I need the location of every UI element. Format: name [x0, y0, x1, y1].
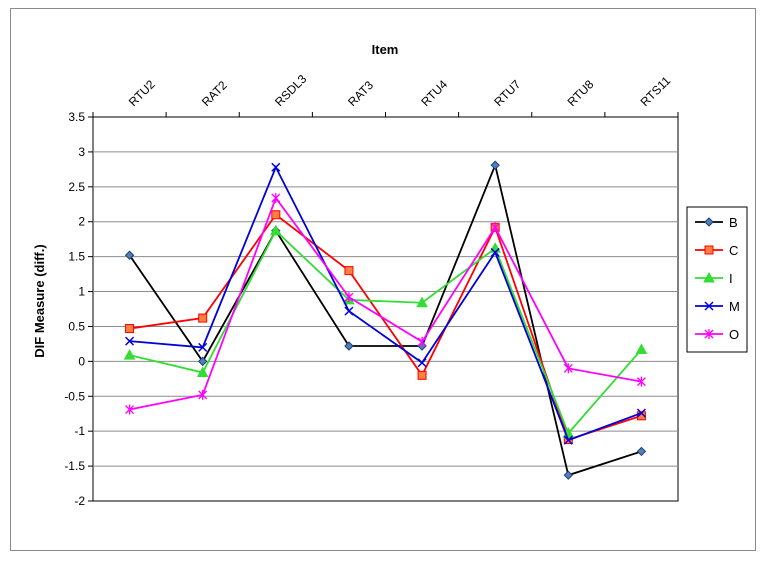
data-point-M — [490, 247, 500, 257]
legend-label: B — [729, 215, 738, 230]
data-point-B — [636, 446, 647, 457]
y-tick-label: 1 — [78, 285, 85, 299]
data-point-B — [490, 160, 500, 170]
x-axis-title: Item — [372, 42, 399, 57]
data-point-M — [636, 408, 646, 418]
legend-marker — [703, 271, 715, 283]
legend-item: I — [695, 271, 733, 286]
x-tick-label: RAT2 — [199, 78, 230, 109]
data-point-M — [344, 306, 354, 316]
legend-box — [686, 206, 748, 353]
data-point-B — [563, 470, 574, 480]
series-lines — [123, 160, 648, 480]
legend-marker — [704, 301, 714, 311]
legend-item: C — [695, 243, 738, 258]
dif-line-chart: Item DIF Measure (diff.) 3.5 3 2.5 2 1.5 1 0.5… — [32, 42, 748, 508]
data-point-O — [271, 192, 281, 203]
data-point-O — [636, 376, 646, 387]
data-point-B — [124, 250, 135, 260]
y-tick-label: -1 — [74, 424, 85, 438]
legend-item: M — [695, 299, 740, 314]
data-point-C — [271, 210, 281, 220]
data-point-M — [198, 342, 208, 352]
data-point-B — [344, 341, 354, 351]
chart-frame: Item DIF Measure (diff.) 3.5 3 2.5 2 1.5 1 0.5… — [10, 8, 756, 551]
data-point-C — [198, 313, 208, 323]
y-tick-labels: 3.5 3 2.5 2 1.5 1 0.5 0 -0.5 -1 -1.5 -2 — [64, 110, 85, 508]
series-O — [125, 192, 646, 415]
legend-marker — [704, 329, 714, 339]
legend-label: M — [729, 299, 740, 314]
series-line-I — [129, 229, 643, 435]
x-tick-label: RAT3 — [345, 78, 376, 109]
y-tick-label: 0 — [78, 354, 85, 368]
x-tick-label: RTU2 — [126, 77, 158, 109]
data-point-I — [416, 296, 428, 308]
data-point-M — [271, 162, 281, 172]
legend-label: I — [729, 271, 733, 286]
y-tick-label: 2 — [78, 215, 85, 229]
data-point-C — [417, 370, 427, 380]
x-tick-labels: RTU2 RAT2 RSDL3 RAT3 RTU4 RTU7 RTU8 RTS11 — [126, 72, 674, 109]
data-point-I — [635, 343, 648, 354]
legend-label: O — [729, 327, 739, 342]
data-point-O — [490, 222, 500, 233]
x-tick-label: RSDL3 — [272, 72, 309, 109]
y-tick-label: -1.5 — [64, 459, 85, 473]
x-tick-label: RTS11 — [638, 73, 674, 109]
x-tick-label: RTU8 — [565, 77, 597, 109]
x-tick-label: RTU4 — [418, 77, 450, 109]
y-tick-label: -0.5 — [64, 389, 85, 403]
data-point-I — [123, 349, 136, 360]
gridlines — [88, 112, 679, 502]
data-point-M — [417, 358, 427, 368]
data-point-O — [563, 363, 573, 374]
x-tick-label: RTU7 — [491, 77, 523, 109]
y-tick-label: 2.5 — [68, 180, 85, 194]
series-M — [125, 162, 646, 445]
y-axis-title: DIF Measure (diff.) — [32, 244, 47, 357]
plot-area-border — [92, 116, 679, 502]
y-tick-label: -2 — [74, 494, 85, 508]
data-point-M — [125, 336, 135, 346]
series-I — [123, 224, 648, 438]
legend-marker — [704, 217, 714, 227]
legend-item: O — [695, 327, 739, 342]
data-point-I — [269, 224, 282, 236]
data-point-I — [196, 366, 209, 378]
series-line-M — [129, 165, 642, 442]
data-point-C — [636, 411, 646, 421]
legend-marker — [704, 245, 714, 255]
data-point-C — [125, 324, 135, 334]
legend-item: B — [695, 215, 738, 230]
series-C — [125, 210, 646, 445]
data-point-B — [197, 356, 208, 367]
data-point-C — [344, 266, 354, 276]
series-line-C — [129, 213, 642, 441]
y-tick-label: 1.5 — [68, 250, 85, 264]
legend-label: C — [729, 243, 738, 258]
data-point-O — [198, 389, 208, 400]
data-point-M — [563, 435, 573, 445]
y-tick-label: 3 — [78, 145, 85, 159]
y-tick-label: 3.5 — [68, 110, 85, 124]
series-line-O — [129, 196, 642, 411]
y-tick-label: 0.5 — [68, 319, 85, 333]
data-point-O — [344, 292, 354, 303]
data-point-O — [125, 404, 135, 415]
data-point-O — [417, 336, 427, 347]
series-line-B — [128, 162, 642, 477]
